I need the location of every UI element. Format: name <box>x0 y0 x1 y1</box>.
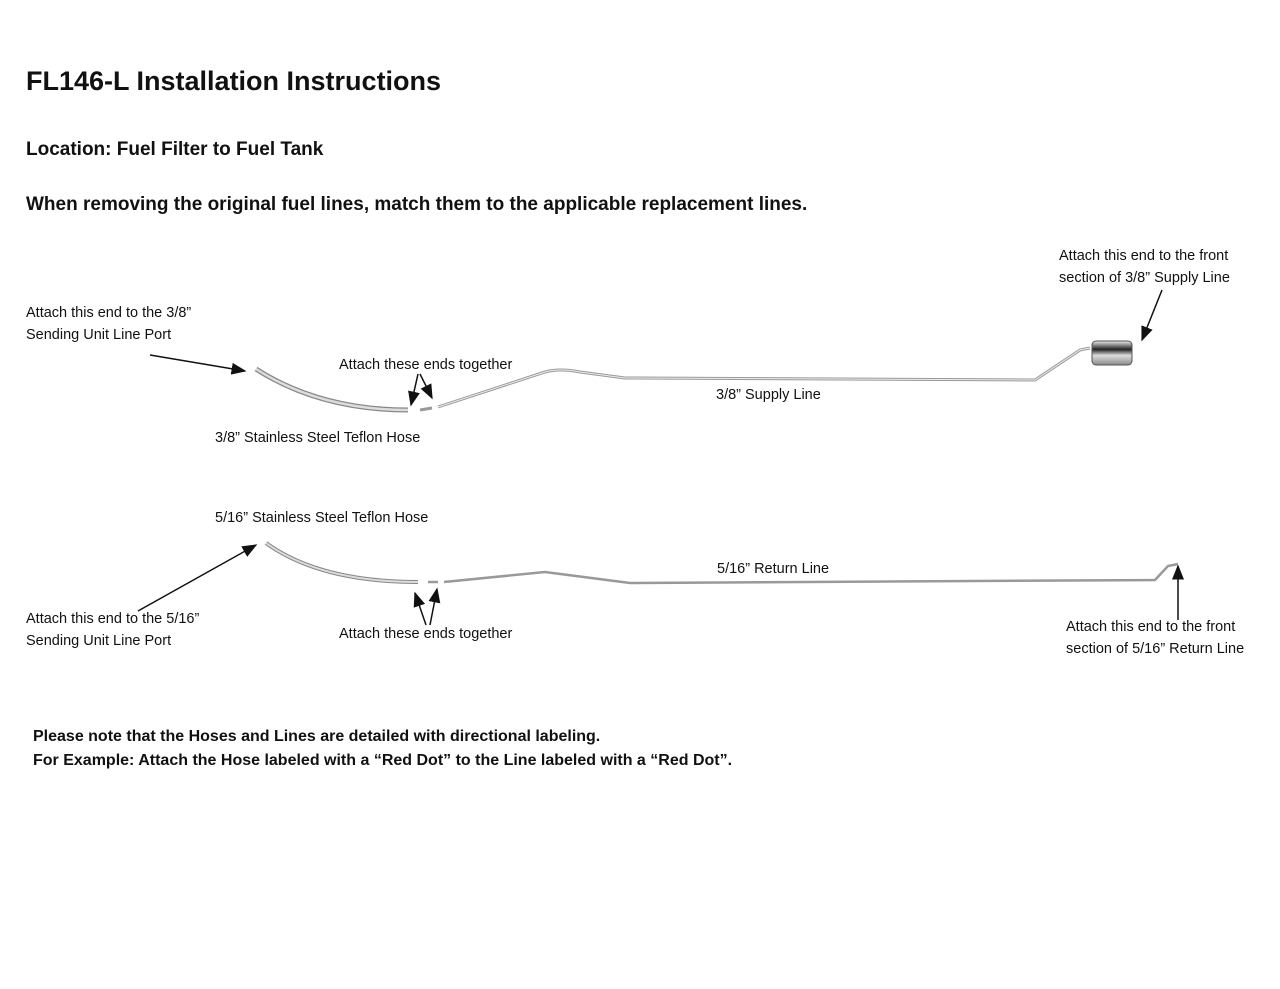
label-line: Attach this end to the front <box>1066 619 1236 635</box>
label-line: section of 3/8” Supply Line <box>1059 270 1230 286</box>
pointer-arrows <box>137 289 1184 626</box>
return-front-label: Attach this end to the front section of … <box>1066 616 1244 660</box>
return-line-label: 5/16” Return Line <box>717 561 830 577</box>
note-line: Please note that the Hoses and Lines are… <box>33 728 601 745</box>
label-line: Attach this end to the 5/16” <box>26 611 200 627</box>
instruction-heading: When removing the original fuel lines, m… <box>26 194 808 215</box>
label-line: section of 5/16” Return Line <box>1066 641 1245 657</box>
arrow-icon <box>408 373 420 407</box>
location-heading: Location: Fuel Filter to Fuel Tank <box>26 139 324 160</box>
arrow-icon <box>428 587 441 626</box>
note-line: For Example: Attach the Hose labeled wit… <box>33 752 733 769</box>
arrow-icon <box>1141 289 1163 342</box>
return-hose <box>264 541 419 584</box>
supply-line-label: 3/8” Supply Line <box>716 387 821 403</box>
label-line: Sending Unit Line Port <box>26 327 172 343</box>
supply-hose-end-label: Attach this end to the 3/8” Sending Unit… <box>26 302 191 346</box>
directional-note: Please note that the Hoses and Lines are… <box>33 725 732 773</box>
arrow-icon <box>149 354 247 375</box>
arrow-icon <box>419 373 433 400</box>
return-hose-label: 5/16” Stainless Steel Teflon Hose <box>215 510 429 526</box>
label-line: Sending Unit Line Port <box>26 633 172 649</box>
supply-join-label: Attach these ends together <box>339 357 513 373</box>
label-line: Attach this end to the front <box>1059 248 1229 264</box>
label-line: Attach this end to the 3/8” <box>26 305 192 321</box>
supply-fitting <box>1091 340 1133 366</box>
supply-hose-label: 3/8” Stainless Steel Teflon Hose <box>215 430 421 446</box>
arrow-icon <box>137 544 258 612</box>
supply-hose <box>254 366 409 413</box>
arrow-icon <box>413 591 427 626</box>
page-title: FL146-L Installation Instructions <box>26 66 442 96</box>
supply-front-label: Attach this end to the front section of … <box>1059 245 1230 289</box>
return-line <box>428 562 1179 585</box>
supply-line <box>419 340 1133 412</box>
return-join-label: Attach these ends together <box>339 626 513 642</box>
return-hose-end-label: Attach this end to the 5/16” Sending Uni… <box>26 608 199 652</box>
